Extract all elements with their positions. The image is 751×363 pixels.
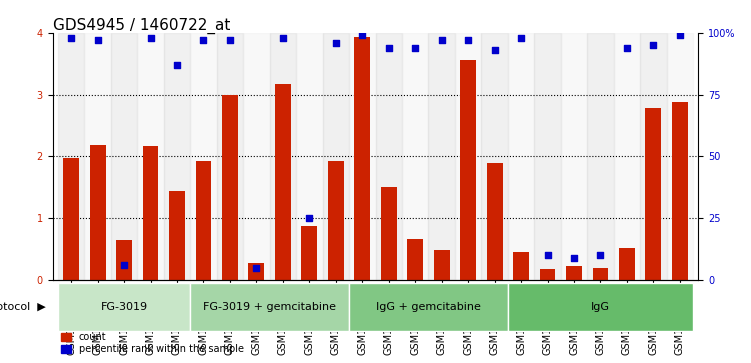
Point (621, 45, 633, 50)
Point (303, 215, 315, 221)
Bar (619, 248, 635, 280)
Bar (381, 187, 397, 280)
Bar (243, 33, 270, 280)
Bar (534, 33, 561, 280)
Bar (116, 240, 132, 280)
Bar (376, 33, 402, 280)
Bar (190, 33, 217, 280)
Bar (63, 158, 79, 280)
Text: GDS4945 / 1460722_at: GDS4945 / 1460722_at (53, 18, 230, 34)
Legend: count, percentile rank within the sample: count, percentile rank within the sample (57, 329, 248, 358)
Bar (249, 263, 264, 280)
Point (144, 35, 156, 41)
Bar (561, 33, 587, 280)
Bar (137, 33, 164, 280)
Bar (270, 33, 296, 280)
Point (541, 252, 553, 258)
Bar (481, 33, 508, 280)
Point (568, 255, 580, 261)
Point (595, 252, 607, 258)
FancyBboxPatch shape (508, 283, 693, 331)
Bar (275, 84, 291, 280)
FancyBboxPatch shape (349, 283, 508, 331)
Point (674, 32, 686, 38)
Point (198, 37, 210, 43)
Bar (508, 33, 534, 280)
Bar (614, 33, 640, 280)
Point (92, 37, 104, 43)
Bar (667, 33, 693, 280)
Bar (84, 33, 111, 280)
Bar (593, 268, 608, 280)
Bar (540, 269, 556, 280)
Text: IgG: IgG (591, 302, 610, 312)
Bar (434, 250, 450, 280)
Bar (402, 33, 428, 280)
Point (647, 42, 659, 48)
Point (277, 35, 289, 41)
Bar (672, 102, 688, 280)
Point (356, 32, 368, 38)
Bar (58, 33, 84, 280)
Bar (640, 33, 667, 280)
Bar (222, 94, 238, 280)
Point (250, 265, 262, 270)
Bar (301, 225, 317, 280)
Point (65, 35, 77, 41)
Bar (354, 37, 370, 280)
Bar (587, 33, 614, 280)
Point (171, 62, 183, 68)
Point (462, 37, 474, 43)
Bar (566, 266, 582, 280)
Bar (455, 33, 481, 280)
Bar (89, 145, 105, 280)
Point (118, 262, 130, 268)
Bar (349, 33, 376, 280)
Text: FG-3019: FG-3019 (101, 302, 148, 312)
Bar (195, 161, 211, 280)
Bar (646, 108, 662, 280)
Bar (407, 238, 423, 280)
Bar (169, 191, 185, 280)
Point (383, 45, 395, 50)
Bar (217, 33, 243, 280)
Bar (164, 33, 190, 280)
Bar (513, 252, 529, 280)
FancyBboxPatch shape (58, 283, 190, 331)
Text: FG-3019 + gemcitabine: FG-3019 + gemcitabine (203, 302, 336, 312)
Text: IgG + gemcitabine: IgG + gemcitabine (376, 302, 481, 312)
Point (409, 45, 421, 50)
Text: protocol  ▶: protocol ▶ (0, 302, 46, 312)
Point (330, 40, 342, 45)
Bar (323, 33, 349, 280)
Bar (296, 33, 323, 280)
Point (224, 37, 236, 43)
Point (436, 37, 448, 43)
Bar (111, 33, 137, 280)
Bar (460, 61, 476, 280)
Bar (428, 33, 455, 280)
Point (515, 35, 527, 41)
Bar (328, 161, 344, 280)
Bar (143, 146, 158, 280)
FancyBboxPatch shape (190, 283, 349, 331)
Point (489, 47, 501, 53)
Bar (487, 163, 502, 280)
